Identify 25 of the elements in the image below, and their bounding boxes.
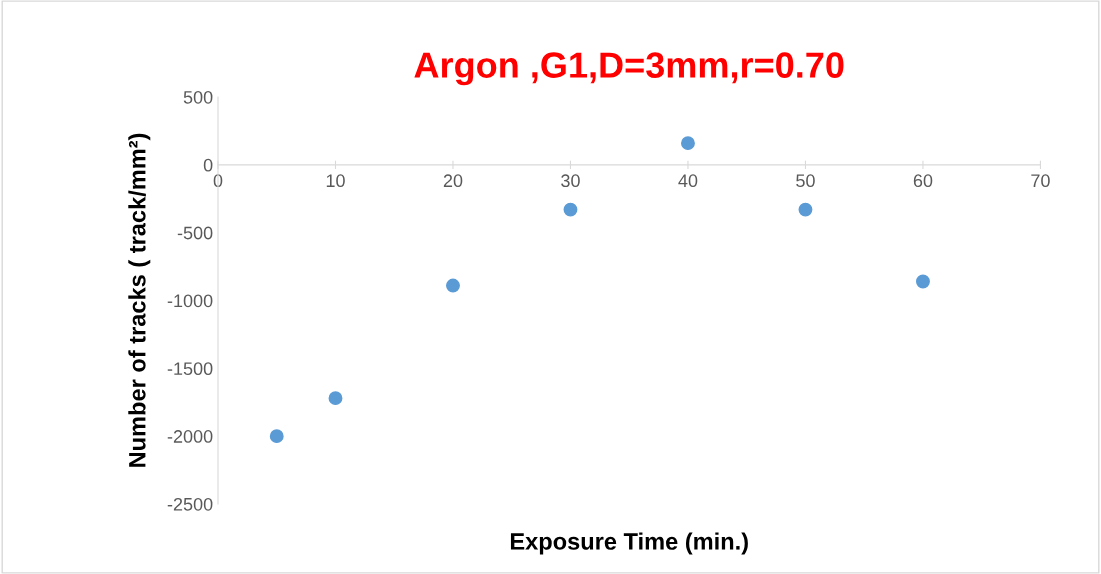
y-tick-label: 500 (183, 90, 213, 104)
x-axis-title: Exposure Time (min.) (510, 532, 748, 555)
y-tick-label: -1000 (167, 294, 213, 308)
y-axis-title: Number of tracks ( track/mm²) (128, 133, 151, 467)
y-tick-label: 0 (203, 158, 213, 172)
point (269, 429, 284, 444)
x-tick-label: 20 (443, 174, 463, 188)
y-tick-label: -2000 (167, 430, 213, 443)
point (563, 202, 578, 217)
point (328, 391, 343, 406)
x-tick-label: 60 (913, 174, 933, 188)
x-tick-label: 30 (561, 174, 580, 188)
x-tick-label: 0 (213, 174, 223, 188)
x-tick-label: 40 (678, 174, 698, 188)
x-tick-label: 70 (1031, 174, 1050, 188)
point (446, 278, 460, 293)
point (798, 202, 813, 217)
x-tick-label: 50 (796, 174, 815, 188)
y-tick-label: -1500 (167, 362, 213, 376)
point (916, 274, 930, 289)
y-tick-label: -500 (177, 226, 213, 240)
y-tick-label: -2500 (167, 497, 213, 511)
chart-title: Argon ,G1,D=3mm,r=0.70 (414, 52, 844, 86)
point (681, 136, 695, 151)
x-tick-label: 10 (326, 174, 345, 188)
